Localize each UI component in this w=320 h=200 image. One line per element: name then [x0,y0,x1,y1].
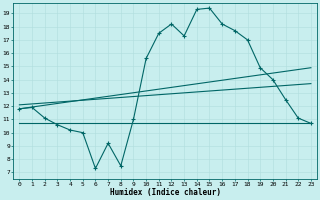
X-axis label: Humidex (Indice chaleur): Humidex (Indice chaleur) [110,188,220,197]
